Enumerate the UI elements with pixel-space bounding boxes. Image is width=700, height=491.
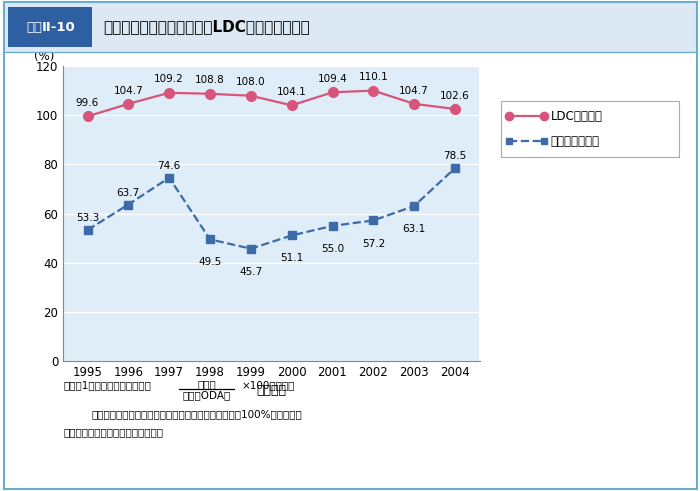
Text: 102.6: 102.6 <box>440 91 470 101</box>
Text: 二国間ODA計: 二国間ODA計 <box>183 390 230 400</box>
Text: 55.0: 55.0 <box>321 244 344 254</box>
Text: 注：（1）贈与比率の計算式は: 注：（1）贈与比率の計算式は <box>63 381 151 390</box>
Text: 99.6: 99.6 <box>76 98 99 108</box>
Text: 贈与計: 贈与計 <box>197 379 216 389</box>
Text: 45.7: 45.7 <box>239 267 262 277</box>
Text: 63.7: 63.7 <box>117 188 140 197</box>
Text: 104.7: 104.7 <box>113 85 144 96</box>
Text: 政府貸付等の供与額を回収額が上回る場合に贈与率は100%を超える。: 政府貸付等の供与額を回収額が上回る場合に贈与率は100%を超える。 <box>91 409 302 419</box>
Text: (%): (%) <box>34 51 54 63</box>
Text: 57.2: 57.2 <box>362 239 385 248</box>
Text: 53.3: 53.3 <box>76 213 99 223</box>
Text: 110.1: 110.1 <box>358 72 389 82</box>
Text: 104.7: 104.7 <box>399 85 429 96</box>
Text: LDC諸国向け: LDC諸国向け <box>551 110 603 123</box>
Text: 74.6: 74.6 <box>158 161 181 171</box>
Text: 51.1: 51.1 <box>280 253 303 264</box>
Text: ×100（％）。: ×100（％）。 <box>241 381 295 390</box>
Text: 108.0: 108.0 <box>236 78 265 87</box>
Text: 図表Ⅱ-10: 図表Ⅱ-10 <box>26 21 75 33</box>
Text: 109.4: 109.4 <box>318 74 347 84</box>
Text: 49.5: 49.5 <box>198 257 222 268</box>
Text: 108.8: 108.8 <box>195 76 225 85</box>
Text: その他諸国向け: その他諸国向け <box>551 135 600 148</box>
Text: 63.1: 63.1 <box>402 224 426 234</box>
Text: 78.5: 78.5 <box>443 151 467 161</box>
Text: （２）債務免除を含まない実績。: （２）債務免除を含まない実績。 <box>63 427 163 437</box>
Text: 109.2: 109.2 <box>154 75 184 84</box>
Text: 日本の二国間援助に占めるLDC向け贈与の割合: 日本の二国間援助に占めるLDC向け贈与の割合 <box>104 20 310 34</box>
X-axis label: （暦年）: （暦年） <box>256 384 286 397</box>
Text: 104.1: 104.1 <box>276 87 307 97</box>
